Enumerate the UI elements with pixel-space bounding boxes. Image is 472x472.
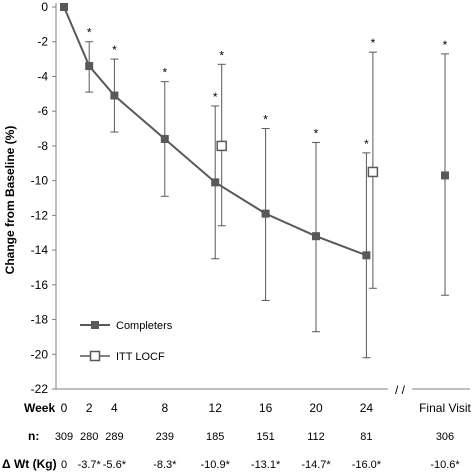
completers-point [312, 232, 320, 241]
n-value: 280 [80, 431, 98, 443]
significance-stars: * * * * * * * * * * [87, 26, 448, 151]
x-tick-label: 20 [309, 401, 323, 415]
wt-value: 0 [61, 459, 67, 471]
n-row-label: n: [28, 429, 39, 443]
legend: Completers ITT LOCF [80, 320, 173, 363]
n-value: 81 [360, 431, 372, 443]
completers-line [63, 6, 367, 257]
n-value: 185 [206, 431, 224, 443]
y-tick-label: -18 [31, 313, 49, 327]
y-tick-label: -16 [31, 278, 49, 292]
completers-point [362, 251, 371, 260]
x-tick-label: 8 [161, 401, 168, 415]
n-value: 112 [307, 431, 325, 443]
week-row-label: Week [24, 401, 55, 415]
n-value: 309 [55, 431, 73, 443]
wt-value: -5.6* [103, 459, 127, 471]
y-tick-label: -4 [37, 69, 48, 83]
completers-point [160, 134, 169, 143]
data-table: Week n: Δ Wt (Kg) 309 280 289 239 185 151 112 8… [2, 401, 460, 471]
significance-star: * [162, 66, 167, 80]
wt-value: -3.7* [78, 459, 102, 471]
wt-value: -14.7* [301, 459, 331, 471]
y-tick-label: -20 [31, 347, 49, 361]
y-tick-label: -2 [37, 35, 48, 49]
significance-star: * [87, 26, 92, 40]
wt-value: -13.1* [251, 459, 281, 471]
y-tick-label: -12 [31, 208, 49, 222]
axis-break: / / [395, 383, 406, 397]
x-tick-label: 2 [86, 401, 93, 415]
x-tick-label: 0 [61, 401, 68, 415]
y-tick-label: -10 [31, 174, 49, 188]
n-value: 306 [436, 431, 454, 443]
n-value: 289 [105, 431, 123, 443]
markers [60, 3, 449, 260]
n-value: 239 [156, 431, 174, 443]
wt-value: -10.6* [430, 459, 460, 471]
x-tick-label: 24 [360, 401, 374, 415]
n-value: 151 [256, 431, 274, 443]
x-tick-label: 12 [209, 401, 223, 415]
completers-point [110, 91, 119, 100]
y-tick-label: -6 [37, 104, 48, 118]
error-bars [85, 41, 449, 359]
completers-point [60, 3, 68, 11]
completers-point [85, 62, 94, 71]
x-axis: / /0 2 4 8 12 16 20 24 Final Visit [56, 383, 472, 415]
x-tick-label: 4 [111, 401, 118, 415]
legend-itt-label: ITT LOCF [116, 351, 165, 363]
y-tick-label: -22 [31, 382, 49, 396]
significance-star: * [443, 38, 448, 52]
x-tick-label: Final Visit [419, 401, 471, 415]
significance-star: * [219, 48, 224, 62]
y-axis-label: Change from Baseline (%) [3, 126, 17, 275]
wt-value: -8.3* [153, 459, 177, 471]
significance-star: * [364, 137, 369, 151]
completers-point [261, 209, 270, 218]
series-lines [63, 6, 367, 257]
significance-star: * [371, 36, 376, 50]
y-tick-label: -14 [31, 243, 49, 257]
completers-point [211, 178, 220, 187]
itt-point [216, 140, 227, 152]
legend-itt-marker [89, 350, 101, 362]
wt-value: -16.0* [352, 459, 382, 471]
wt-row-label: Δ Wt (Kg) [2, 457, 57, 471]
significance-star: * [112, 43, 117, 57]
legend-completers-label: Completers [116, 320, 173, 332]
x-tick-label: 16 [259, 401, 273, 415]
y-tick-label: -8 [37, 139, 48, 153]
significance-star: * [263, 113, 268, 127]
y-axis: 0 -2 -4 -6 -8 -10 -12 -14 -16 -18 -20 -22 [31, 0, 57, 396]
y-tick-label: 0 [41, 0, 48, 14]
itt-point [367, 166, 379, 178]
final-visit-point [441, 171, 449, 180]
wt-value: -10.9* [201, 459, 231, 471]
significance-star: * [213, 90, 218, 104]
significance-star: * [314, 126, 319, 140]
legend-completers-marker [91, 321, 99, 329]
